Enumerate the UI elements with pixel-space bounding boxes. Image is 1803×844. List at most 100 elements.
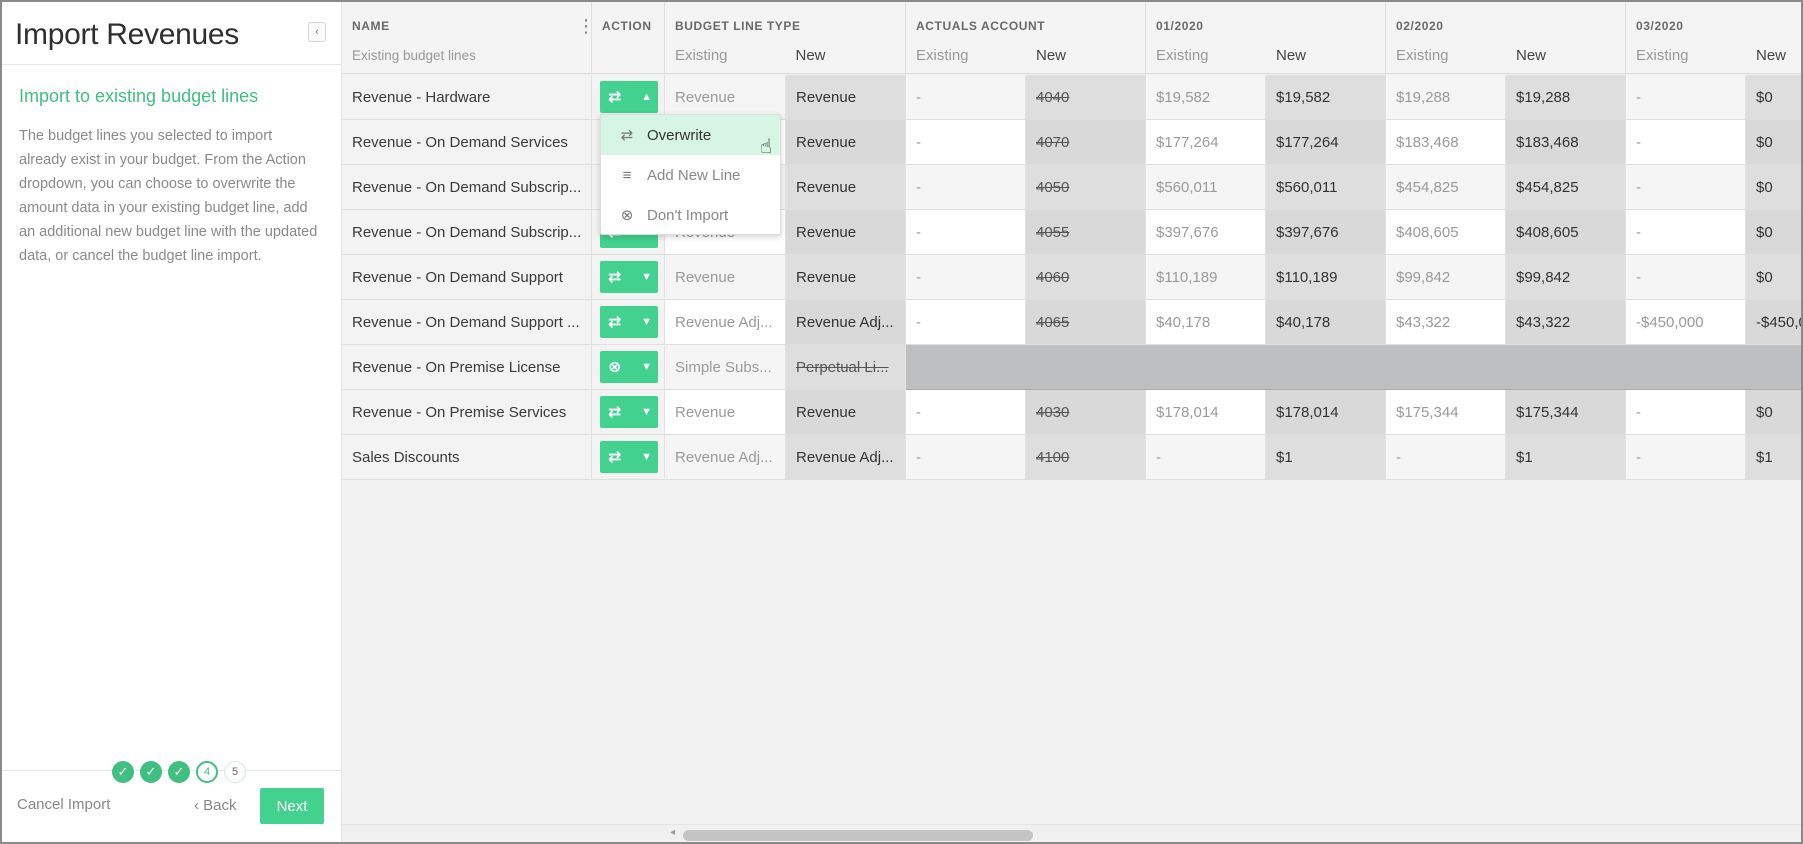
month2-new: $1: [1506, 435, 1626, 480]
month1-new: $178,014: [1266, 390, 1386, 435]
account-new-value: 4065: [1036, 313, 1070, 331]
month3-new: $0: [1746, 210, 1801, 255]
chevron-down-icon: ▼: [641, 316, 652, 328]
row-name-value: Revenue - On Demand Subscrip...: [352, 223, 582, 241]
account-new-value: 4055: [1036, 223, 1070, 241]
month1-new-value: $560,011: [1276, 178, 1338, 196]
row-action-cell: ⇄▼: [592, 390, 665, 435]
month2-existing: $183,468: [1386, 120, 1506, 165]
month2-existing: $43,322: [1386, 300, 1506, 345]
type-new-value: Revenue: [796, 133, 857, 151]
column-menu-icon[interactable]: ⋮: [577, 16, 595, 36]
month1-existing: -: [1146, 435, 1266, 480]
month2-existing-value: $19,288: [1396, 88, 1451, 106]
dropdown-item-don-t-import[interactable]: ⊗ Don't Import: [601, 195, 780, 235]
account-new: 4100: [1026, 435, 1146, 480]
month1-new-value: $177,264: [1276, 133, 1339, 151]
type-existing: Revenue: [665, 390, 786, 435]
month3-existing-value: -: [1636, 403, 1641, 421]
table-row: Revenue - On Premise License ⊗ ▼ Simple Sub…: [342, 345, 1801, 390]
account-new-value: 4070: [1036, 133, 1070, 151]
table-row: Revenue - On Demand Services⇄▼RevenueRev…: [342, 120, 1801, 165]
header-actuals-account-new: New: [1036, 47, 1067, 64]
action-dropdown-button[interactable]: ⇄▼: [600, 306, 658, 338]
action-dropdown-button[interactable]: ⇄ ▲: [600, 81, 658, 113]
chevron-left-icon: ‹: [315, 26, 319, 38]
type-new-value: Revenue: [796, 268, 857, 286]
type-existing-value: Revenue Adj...: [675, 448, 773, 466]
x-circle-icon: ⊗: [608, 359, 622, 376]
chevron-left-icon: ‹: [194, 797, 204, 814]
action-dropdown-button[interactable]: ⇄▼: [600, 441, 658, 473]
month3-existing: -: [1626, 435, 1746, 480]
dropdown-item-label: Don't Import: [647, 206, 729, 224]
header-month-2-title: 02/2020: [1396, 19, 1444, 33]
header-name-subtitle: Existing budget lines: [352, 48, 476, 63]
next-button[interactable]: Next: [260, 788, 324, 824]
row-name: Revenue - On Demand Support: [342, 255, 592, 300]
type-new-value: Revenue: [796, 223, 857, 241]
month2-existing: $99,842: [1386, 255, 1506, 300]
cancel-import-link[interactable]: Cancel Import: [17, 796, 111, 813]
type-existing: Revenue Adj...: [665, 435, 786, 480]
step-indicator: ✓ ✓ ✓ 4 5: [112, 761, 246, 783]
header-actuals-account-existing: Existing: [916, 47, 969, 64]
month1-existing-value: $19,582: [1156, 88, 1211, 106]
type-existing-value: Revenue: [675, 403, 736, 421]
type-existing-value: Revenue Adj...: [675, 313, 773, 331]
row-action-cell: ⇄▼: [592, 255, 665, 300]
dropdown-item-overwrite[interactable]: ⇄ Overwrite: [601, 115, 780, 155]
type-new-value: Revenue: [796, 403, 857, 421]
month1-new: $1: [1266, 435, 1386, 480]
collapse-sidebar-button[interactable]: ‹: [308, 22, 326, 42]
row-name-value: Revenue - Hardware: [352, 88, 491, 106]
action-dropdown-button[interactable]: ⇄▼: [600, 396, 658, 428]
month3-existing: -: [1626, 120, 1746, 165]
row-name-value: Revenue - On Premise Services: [352, 403, 567, 421]
month2-new-value: $99,842: [1516, 268, 1571, 286]
month3-existing-value: -: [1636, 88, 1641, 106]
header-budget-line-type: BUDGET LINE TYPE Existing New: [665, 2, 906, 74]
sidebar-divider: [2, 64, 342, 65]
type-existing: Revenue: [665, 255, 786, 300]
month1-new-value: $1: [1276, 448, 1293, 466]
step-1-complete-icon: ✓: [112, 761, 134, 783]
scrollbar-thumb[interactable]: [683, 830, 1033, 841]
hand-cursor-icon: ☝: [760, 136, 773, 158]
scroll-left-icon[interactable]: ◂: [670, 827, 676, 838]
type-new: Revenue: [786, 165, 906, 210]
header-name-title: NAME: [352, 19, 390, 33]
dropdown-item-label: Overwrite: [647, 126, 712, 144]
month3-new: $0: [1746, 255, 1801, 300]
type-new: Revenue: [786, 75, 906, 120]
month3-existing-value: -: [1636, 448, 1641, 466]
swap-arrows-icon: ⇄: [608, 449, 622, 466]
month3-new: -$450,0: [1746, 300, 1801, 345]
month3-existing: -: [1626, 75, 1746, 120]
step-3-complete-icon: ✓: [168, 761, 190, 783]
header-action-title: ACTION: [602, 19, 652, 33]
month2-existing-value: -: [1396, 448, 1401, 466]
account-new: 4040: [1026, 75, 1146, 120]
month3-new: $0: [1746, 120, 1801, 165]
horizontal-scrollbar[interactable]: ◂: [342, 824, 1801, 841]
type-new: Revenue Adj...: [786, 435, 906, 480]
month2-existing: -: [1386, 435, 1506, 480]
month1-new: $177,264: [1266, 120, 1386, 165]
row-name: Sales Discounts: [342, 435, 592, 480]
account-new: 4070: [1026, 120, 1146, 165]
month2-new: $183,468: [1506, 120, 1626, 165]
action-dropdown-button[interactable]: ⊗ ▼: [600, 351, 658, 383]
type-new: Revenue: [786, 390, 906, 435]
header-month-3-existing: Existing: [1636, 47, 1689, 64]
action-dropdown-button[interactable]: ⇄▼: [600, 261, 658, 293]
dropdown-item-add-new-line[interactable]: ≡ Add New Line: [601, 155, 780, 195]
type-new: Revenue: [786, 210, 906, 255]
month1-new: $560,011: [1266, 165, 1386, 210]
back-button[interactable]: ‹ Back: [194, 797, 237, 814]
swap-arrows-icon: ⇄: [608, 89, 622, 106]
header-month-2-existing: Existing: [1396, 47, 1449, 64]
header-month-1-new: New: [1276, 47, 1307, 64]
month2-existing: $19,288: [1386, 75, 1506, 120]
